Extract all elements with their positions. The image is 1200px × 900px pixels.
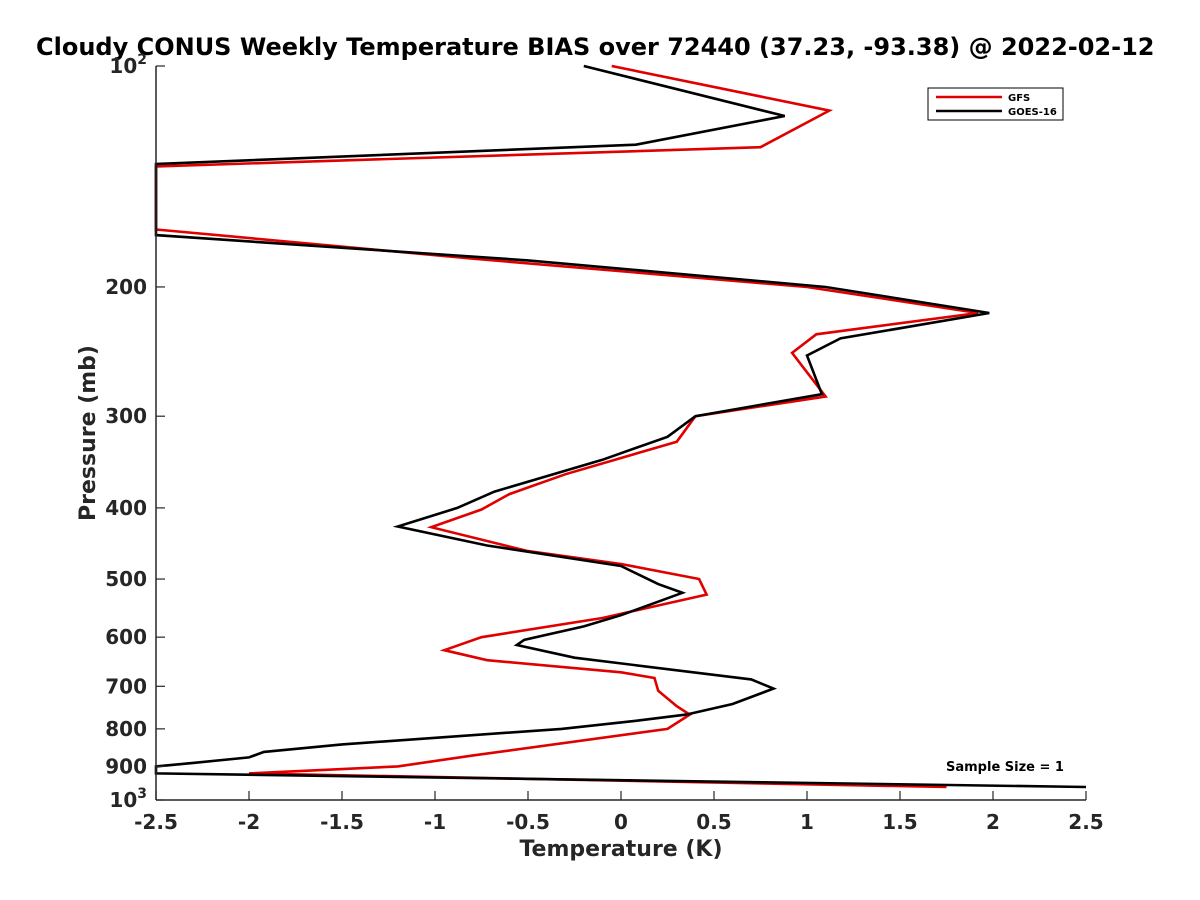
sample-size-annotation: Sample Size = 1 bbox=[946, 760, 1064, 775]
y-tick-label: 800 bbox=[105, 717, 147, 741]
chart-title: Cloudy CONUS Weekly Temperature BIAS ove… bbox=[36, 33, 1154, 61]
legend-label-goes16: GOES-16 bbox=[1008, 107, 1057, 118]
y-tick-label: 600 bbox=[105, 625, 147, 649]
y-axis-ticks: 102 200 300 400 500 600 700 800 900 103 bbox=[105, 52, 165, 812]
x-tick-label: 0.5 bbox=[696, 810, 731, 834]
x-tick-label: 2 bbox=[986, 810, 1000, 834]
x-tick-label: 2.5 bbox=[1068, 810, 1103, 834]
y-tick-label: 700 bbox=[105, 674, 147, 698]
y-tick-label: 400 bbox=[105, 496, 147, 520]
series-line-gfs bbox=[154, 64, 979, 789]
y-tick-label: 500 bbox=[105, 567, 147, 591]
x-tick-label: -1 bbox=[424, 810, 446, 834]
y-tick-label: 300 bbox=[105, 404, 147, 428]
x-tick-label: -2 bbox=[238, 810, 260, 834]
plot-lines bbox=[154, 64, 1087, 789]
x-tick-label: 1.5 bbox=[882, 810, 917, 834]
legend-label-gfs: GFS bbox=[1008, 93, 1030, 104]
y-tick-label: 103 bbox=[109, 786, 147, 812]
x-tick-label: -1.5 bbox=[320, 810, 364, 834]
y-tick-label: 102 bbox=[109, 52, 147, 78]
y-tick-label: 200 bbox=[105, 275, 147, 299]
x-tick-label: 1 bbox=[800, 810, 814, 834]
x-axis-ticks: -2.5 -2 -1.5 -1 -0.5 0 0.5 1 1.5 2 2.5 bbox=[134, 791, 1104, 834]
x-tick-label: 0 bbox=[614, 810, 628, 834]
legend: GFS GOES-16 bbox=[927, 87, 1064, 121]
x-axis-label: Temperature (K) bbox=[519, 837, 722, 862]
y-tick-label: 900 bbox=[105, 754, 147, 778]
y-axis-label: Pressure (mb) bbox=[76, 345, 101, 521]
x-tick-label: -0.5 bbox=[506, 810, 550, 834]
legend-box bbox=[927, 87, 1064, 121]
x-tick-label: -2.5 bbox=[134, 810, 178, 834]
series-line-goes16 bbox=[154, 64, 1087, 789]
